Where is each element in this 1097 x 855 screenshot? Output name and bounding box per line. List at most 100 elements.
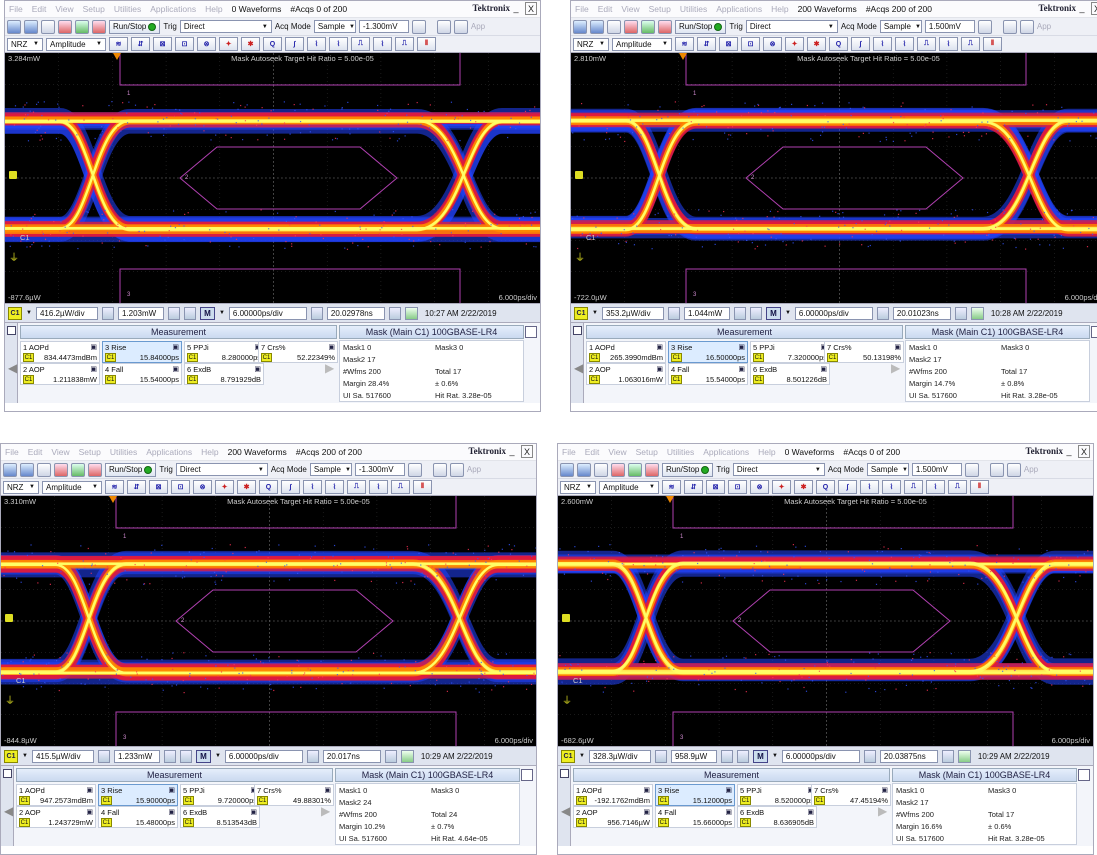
- duty-icon[interactable]: ⎍: [395, 37, 414, 51]
- eye-diagram-display[interactable]: 3.284mW Mask Autoseek Target Hit Ratio =…: [5, 53, 540, 303]
- eye-diagram-display[interactable]: 2.810mW Mask Autoseek Target Hit Ratio =…: [571, 53, 1097, 303]
- keypad-icon[interactable]: [964, 462, 979, 477]
- mask-icon[interactable]: [58, 19, 72, 34]
- horizontal-scale-spinner[interactable]: [876, 306, 889, 320]
- eye-height-icon[interactable]: ⊡: [741, 37, 760, 51]
- close-button[interactable]: X: [1078, 445, 1090, 458]
- rise-edge-icon[interactable]: ∫: [285, 37, 304, 51]
- bitrate-icon[interactable]: ⫴: [413, 480, 432, 494]
- trig-mode-select[interactable]: Direct ▼: [175, 463, 268, 476]
- minimize-button[interactable]: _: [1079, 3, 1085, 13]
- mask-window-icon[interactable]: [1091, 326, 1097, 338]
- scroll-left-icon[interactable]: ◀: [561, 804, 571, 818]
- add-measurement-icon[interactable]: [560, 769, 569, 778]
- bitrate-icon[interactable]: ⫴: [983, 37, 1002, 51]
- keypad-icon[interactable]: [411, 19, 426, 34]
- autoset-icon[interactable]: [432, 462, 447, 477]
- crossing-icon[interactable]: ⊗: [763, 37, 782, 51]
- menu-setup[interactable]: Setup: [635, 447, 658, 457]
- menu-view[interactable]: View: [51, 447, 70, 457]
- histogram-icon[interactable]: [628, 462, 642, 477]
- signal-type-select[interactable]: NRZ ▼: [3, 480, 39, 494]
- menu-setup[interactable]: Setup: [82, 4, 105, 14]
- horizontal-position-spinner[interactable]: [384, 749, 397, 763]
- scroll-left-icon[interactable]: ◀: [4, 804, 14, 818]
- clear-icon[interactable]: [88, 462, 102, 477]
- fall-edge-icon[interactable]: ⎍: [904, 480, 923, 494]
- menu-applications[interactable]: Applications: [146, 447, 193, 457]
- chevron-down-icon[interactable]: ▼: [771, 753, 778, 759]
- measurement-cell[interactable]: 4 Fall ▣ C1 15.66000ps: [655, 806, 735, 828]
- ampl-measure-icon[interactable]: ≋: [105, 480, 124, 494]
- clear-icon[interactable]: [645, 462, 659, 477]
- signal-type-select[interactable]: NRZ ▼: [573, 37, 609, 51]
- trigger-level-field[interactable]: -1.300mV: [354, 463, 405, 476]
- horizontal-position-field[interactable]: 20.017ns: [322, 749, 381, 763]
- vertical-scale-spinner[interactable]: [654, 749, 667, 763]
- add-measurement-icon[interactable]: [3, 769, 12, 778]
- measurement-stats-icon[interactable]: ▣: [725, 787, 732, 794]
- period-icon[interactable]: ⌇: [926, 480, 945, 494]
- crossing-icon[interactable]: ⊗: [197, 37, 216, 51]
- measurement-cell[interactable]: 7 Crs% ▣ C1 49.88301%: [254, 784, 334, 806]
- trigger-level-field[interactable]: 1.500mV: [924, 20, 975, 33]
- scroll-right-icon[interactable]: ▶: [891, 361, 901, 375]
- default-setup-icon[interactable]: [453, 19, 468, 34]
- measurement-cell[interactable]: 2 AOP ▣ C1 956.7146µW: [573, 806, 653, 828]
- measurement-cell[interactable]: 6 ExdB ▣ C1 8.636905dB: [737, 806, 817, 828]
- default-setup-icon[interactable]: [1006, 462, 1021, 477]
- measurement-stats-icon[interactable]: ▣: [254, 366, 261, 373]
- measurement-cell[interactable]: 3 Rise ▣ C1 16.50000ps: [668, 341, 748, 363]
- eye-diagram-display[interactable]: 2.600mW Mask Autoseek Target Hit Ratio =…: [558, 496, 1093, 746]
- eye-width-icon[interactable]: ⌇: [307, 37, 326, 51]
- clear-icon[interactable]: [658, 19, 672, 34]
- app-button[interactable]: App: [466, 465, 482, 474]
- ampl-measure-icon[interactable]: ≋: [109, 37, 128, 51]
- high-low-icon[interactable]: ⇵: [684, 480, 703, 494]
- rise-edge-icon[interactable]: ∫: [851, 37, 870, 51]
- measurement-cell[interactable]: 5 PPJi ▣ C1 9.720000ps: [180, 784, 260, 806]
- acq-mode-select[interactable]: Sample ▼: [313, 20, 356, 33]
- fall-edge-icon[interactable]: ⎍: [351, 37, 370, 51]
- measurement-cell[interactable]: 2 AOP ▣ C1 1.211838mW: [20, 363, 100, 385]
- menu-help[interactable]: Help: [771, 4, 789, 14]
- measurement-cell[interactable]: 3 Rise ▣ C1 15.90000ps: [98, 784, 178, 806]
- minimize-button[interactable]: _: [513, 3, 519, 13]
- measure-icon[interactable]: [594, 462, 608, 477]
- jitter-icon[interactable]: ⌇: [895, 37, 914, 51]
- horizontal-position-spinner[interactable]: [954, 306, 967, 320]
- keypad-icon[interactable]: [720, 749, 733, 763]
- trig-mode-select[interactable]: Direct ▼: [732, 463, 825, 476]
- high-low-icon[interactable]: ⇵: [127, 480, 146, 494]
- avg-power-icon[interactable]: ✦: [772, 480, 791, 494]
- measurement-stats-icon[interactable]: ▣: [820, 343, 827, 351]
- horizontal-scale-field[interactable]: 6.00000ps/div: [794, 306, 873, 320]
- menu-help[interactable]: Help: [201, 447, 219, 457]
- ampl-measure-icon[interactable]: ≋: [675, 37, 694, 51]
- period-icon[interactable]: ⌇: [369, 480, 388, 494]
- mask-icon[interactable]: [54, 462, 68, 477]
- horizontal-scale-field[interactable]: 6.00000ps/div: [224, 749, 303, 763]
- menu-applications[interactable]: Applications: [703, 447, 750, 457]
- measurement-cell[interactable]: 7 Crs% ▣ C1 47.45194%: [811, 784, 891, 806]
- crossing-icon[interactable]: ⊗: [193, 480, 212, 494]
- setup-icon[interactable]: [3, 462, 17, 477]
- close-button[interactable]: X: [1091, 2, 1097, 15]
- measurement-cell[interactable]: 7 Crs% ▣ C1 52.22349%: [258, 341, 338, 363]
- trig-mode-select[interactable]: Direct ▼: [179, 20, 272, 33]
- oma-icon[interactable]: ✱: [237, 480, 256, 494]
- acq-mode-select[interactable]: Sample ▼: [879, 20, 922, 33]
- measurement-cell[interactable]: 3 Rise ▣ C1 15.12000ps: [655, 784, 735, 806]
- main-timebase-button[interactable]: M: [195, 749, 211, 763]
- vertical-scale-spinner[interactable]: [97, 749, 110, 763]
- horizontal-scale-spinner[interactable]: [310, 306, 323, 320]
- trig-mode-select[interactable]: Direct ▼: [745, 20, 838, 33]
- measurement-cell[interactable]: 6 ExdB ▣ C1 8.513543dB: [180, 806, 260, 828]
- measurement-stats-icon[interactable]: ▣: [820, 366, 827, 373]
- trigger-position-marker[interactable]: [113, 53, 121, 60]
- jitter-icon[interactable]: ⌇: [882, 480, 901, 494]
- avg-power-icon[interactable]: ✦: [785, 37, 804, 51]
- main-timebase-button[interactable]: M: [765, 306, 781, 320]
- trigger-level-field[interactable]: 1.500mV: [911, 463, 962, 476]
- measurement-cell[interactable]: 3 Rise ▣ C1 15.84000ps: [102, 341, 182, 363]
